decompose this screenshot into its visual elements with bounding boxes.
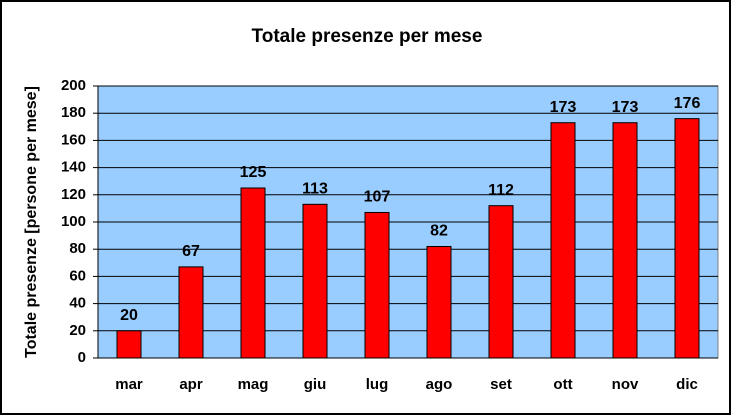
x-tick-label: ott bbox=[553, 376, 572, 393]
y-tick-label: 0 bbox=[78, 349, 86, 366]
bar bbox=[302, 203, 328, 359]
data-label: 173 bbox=[550, 99, 577, 116]
x-tick-label: nov bbox=[612, 376, 639, 393]
data-label: 176 bbox=[674, 95, 701, 112]
bar bbox=[674, 118, 700, 359]
bar bbox=[488, 205, 514, 359]
bar bbox=[364, 211, 390, 359]
y-tick-label: 180 bbox=[61, 104, 86, 121]
data-label: 173 bbox=[612, 99, 639, 116]
y-tick-label: 100 bbox=[61, 213, 86, 230]
y-tick-label: 120 bbox=[61, 186, 86, 203]
x-tick-label: apr bbox=[179, 376, 203, 393]
x-tick-label: lug bbox=[366, 376, 389, 393]
data-label: 113 bbox=[302, 181, 328, 198]
data-label: 107 bbox=[364, 189, 391, 206]
y-tick-label: 20 bbox=[69, 322, 86, 339]
y-tick-label: 60 bbox=[69, 267, 86, 284]
bar bbox=[550, 122, 576, 359]
x-tick-label: giu bbox=[304, 376, 327, 393]
y-tick-label: 160 bbox=[61, 131, 86, 148]
bar bbox=[116, 330, 142, 359]
data-label: 20 bbox=[120, 307, 138, 324]
data-label: 112 bbox=[488, 182, 514, 199]
y-tick-label: 80 bbox=[69, 240, 86, 257]
bar bbox=[612, 122, 638, 359]
y-tick-label: 40 bbox=[69, 295, 86, 312]
data-label: 67 bbox=[182, 243, 200, 260]
bar bbox=[426, 245, 452, 359]
y-tick-label: 200 bbox=[61, 77, 86, 94]
x-tick-label: mar bbox=[115, 376, 143, 393]
y-tick-label: 140 bbox=[61, 159, 86, 176]
x-tick-label: ago bbox=[426, 376, 453, 393]
bar bbox=[178, 266, 204, 359]
data-label: 125 bbox=[240, 164, 267, 181]
x-tick-label: dic bbox=[676, 376, 698, 393]
y-axis-label: Totale presenze [persone per mese] bbox=[23, 86, 40, 358]
data-label: 82 bbox=[430, 223, 448, 240]
bar bbox=[240, 187, 266, 359]
chart-title: Totale presenze per mese bbox=[252, 26, 483, 47]
x-tick-label: set bbox=[490, 376, 512, 393]
x-tick-label: mag bbox=[238, 376, 269, 393]
